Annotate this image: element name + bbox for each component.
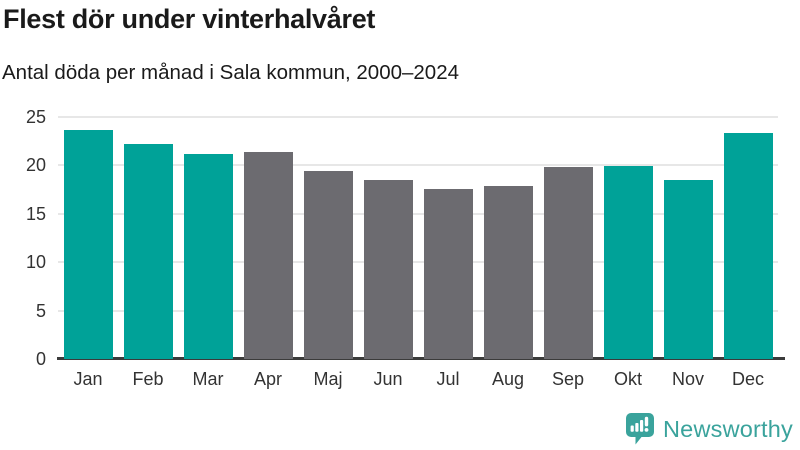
x-axis-label-jun: Jun bbox=[373, 369, 403, 389]
x-axis-label-sep: Sep bbox=[551, 369, 585, 389]
y-axis-tick-label-0: 0 bbox=[35, 349, 46, 369]
bar-apr bbox=[243, 151, 293, 359]
y-axis-tick-label-20: 20 bbox=[25, 155, 46, 176]
plot-area: Jan Feb Mar Apr Maj Jun Jul Aug Sep Okt Nov Dec bbox=[57, 116, 785, 389]
chart-title: Flest dör under vinterhalvåret bbox=[3, 4, 376, 34]
bar-mar bbox=[183, 153, 233, 359]
gridline-15 bbox=[58, 212, 778, 215]
bar-sep bbox=[543, 167, 593, 359]
y-axis-tick-label-25: 25 bbox=[25, 107, 46, 127]
gridline-10 bbox=[58, 261, 778, 264]
x-axis-label-dec: Dec bbox=[731, 369, 764, 389]
bar-feb bbox=[123, 144, 173, 359]
y-axis-tick-label-5: 5 bbox=[35, 300, 46, 321]
bar-chart: 0 5 10 15 20 25 Jan Feb Mar Apr Maj Jun Jul Aug Sep Ok… bbox=[0, 107, 800, 389]
x-axis-label-okt: Okt bbox=[613, 369, 642, 389]
gridline-5 bbox=[58, 309, 778, 312]
chart-subtitle: Antal döda per månad i Sala kommun, 2000… bbox=[2, 61, 460, 84]
bar-nov bbox=[663, 179, 713, 359]
newsworthy-logo: Newsworthy bbox=[625, 412, 793, 446]
gridline-25 bbox=[58, 116, 778, 118]
bar-jan bbox=[63, 129, 113, 359]
x-axis-label-apr: Apr bbox=[253, 369, 282, 389]
x-axis-label-nov: Nov bbox=[671, 369, 704, 389]
bar-aug bbox=[483, 185, 533, 359]
bar-maj bbox=[303, 171, 353, 359]
bar-dec bbox=[723, 132, 773, 359]
bar-jun bbox=[363, 179, 413, 359]
bar-jul bbox=[423, 188, 473, 359]
y-axis-tick-label-15: 15 bbox=[25, 203, 46, 224]
x-axis-label-maj: Maj bbox=[313, 369, 343, 389]
newsworthy-logo-text: Newsworthy bbox=[663, 415, 793, 442]
x-axis-line bbox=[57, 357, 785, 360]
bar-okt bbox=[603, 166, 653, 359]
gridline-20 bbox=[58, 164, 778, 167]
y-axis-tick-label-10: 10 bbox=[25, 252, 46, 273]
x-axis-label-jul: Jul bbox=[436, 369, 460, 389]
newsworthy-speech-bubble-bar-chart-icon bbox=[625, 412, 655, 446]
x-axis-label-jan: Jan bbox=[73, 369, 103, 389]
x-axis-label-aug: Aug bbox=[491, 369, 525, 389]
x-axis-label-feb: Feb bbox=[132, 369, 164, 389]
x-axis-label-mar: Mar bbox=[192, 369, 224, 389]
